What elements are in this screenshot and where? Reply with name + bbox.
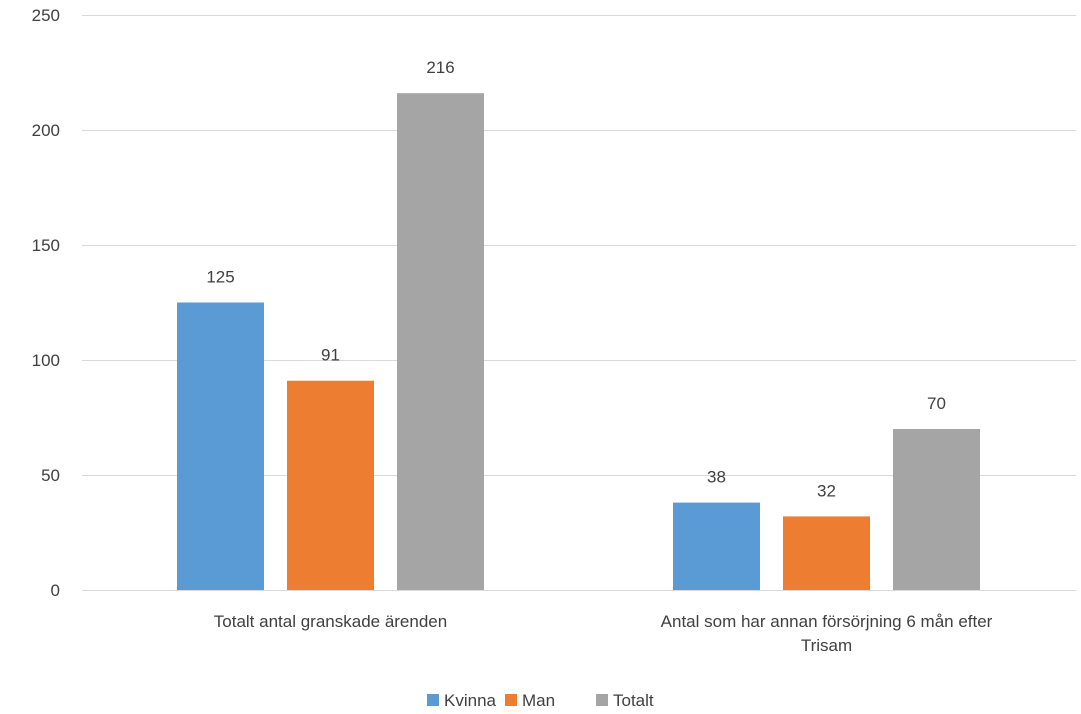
x-category-label-1-line-1: Trisam	[801, 636, 852, 655]
y-axis-tick-labels: 0 50 100 150 200 250	[32, 6, 60, 600]
x-axis-category-labels: Totalt antal granskade ärenden Antal som …	[214, 612, 993, 655]
legend: Kvinna Man Totalt	[427, 691, 654, 710]
data-label-man-0: 91	[321, 346, 340, 365]
y-tick-label-50: 50	[41, 466, 60, 485]
legend-swatch-kvinna	[427, 694, 439, 706]
legend-label-totalt: Totalt	[613, 691, 654, 710]
legend-swatch-man	[505, 694, 517, 706]
data-label-totalt-0: 216	[426, 58, 454, 77]
bar-totalt-1	[893, 429, 980, 590]
x-category-label-0: Totalt antal granskade ärenden	[214, 612, 447, 631]
legend-swatch-totalt	[596, 694, 608, 706]
y-tick-label-200: 200	[32, 121, 60, 140]
legend-label-man: Man	[522, 691, 555, 710]
legend-item-man: Man	[505, 691, 555, 710]
bars	[177, 93, 980, 590]
x-category-label-1: Antal som har annan försörjning 6 mån ef…	[661, 612, 993, 655]
bar-man-1	[783, 516, 870, 590]
legend-item-kvinna: Kvinna	[427, 691, 497, 710]
y-tick-label-150: 150	[32, 236, 60, 255]
bar-man-0	[287, 380, 374, 590]
data-label-man-1: 32	[817, 481, 836, 500]
bar-totalt-0	[397, 93, 484, 590]
x-category-label-1-line-0: Antal som har annan försörjning 6 mån ef…	[661, 612, 993, 631]
bar-kvinna-0	[177, 302, 264, 590]
y-tick-label-0: 0	[51, 581, 60, 600]
y-tick-label-250: 250	[32, 6, 60, 25]
legend-label-kvinna: Kvinna	[444, 691, 497, 710]
data-label-totalt-1: 70	[927, 394, 946, 413]
legend-item-totalt: Totalt	[596, 691, 654, 710]
data-label-kvinna-1: 38	[707, 468, 726, 487]
bar-kvinna-1	[673, 502, 760, 590]
y-tick-label-100: 100	[32, 351, 60, 370]
data-labels: 125 38 91 32 216 70	[206, 58, 946, 500]
data-label-kvinna-0: 125	[206, 268, 234, 287]
